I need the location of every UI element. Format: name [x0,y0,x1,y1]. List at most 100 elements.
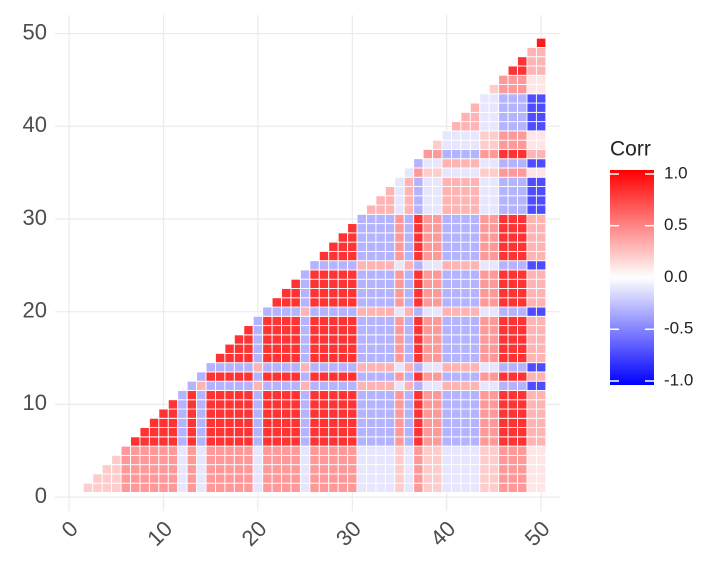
cell [413,390,424,401]
cell [215,482,226,493]
cell [422,195,434,206]
cell [366,297,377,308]
cell [148,454,160,466]
cell [356,269,367,280]
cell [328,371,339,382]
cell [526,65,537,76]
cell [196,408,207,419]
cell [130,436,141,447]
cell [233,343,245,354]
cell [488,464,500,475]
cell [356,288,367,299]
cell [337,232,349,243]
cell [488,306,500,317]
cell [101,482,113,493]
cell [290,390,301,401]
cell [526,454,537,466]
cell [441,334,452,345]
cell [309,399,320,410]
cell [328,399,339,410]
cell [384,380,396,391]
cell [290,417,301,429]
cell [384,399,396,410]
cell [413,362,424,373]
cell [158,436,169,447]
cell [366,241,377,252]
cell [347,306,358,317]
cell [92,482,103,493]
cell [526,84,537,95]
cell [441,362,452,373]
cell [498,464,509,475]
cell [432,362,443,373]
cell [366,213,377,225]
cell [469,204,481,215]
cell [375,288,386,299]
cell [252,454,264,466]
cell [469,297,481,308]
cell [460,371,471,382]
cell [526,158,537,169]
cell [271,343,282,354]
cell [441,167,452,178]
cell [186,408,198,419]
cell [205,390,216,401]
cell [479,464,490,475]
cell [290,362,301,373]
cell [498,343,509,354]
cell [450,399,462,410]
cell [488,223,500,234]
cell [507,297,518,308]
cell [498,241,509,252]
cell [450,260,462,271]
cell [148,445,160,456]
legend-tick-label: 1.0 [664,163,688,182]
cell [243,445,254,456]
cell [422,315,434,327]
cell [526,297,537,308]
cell [526,167,537,178]
cell [450,288,462,299]
cell [224,399,235,410]
cell [328,436,339,447]
cell [375,408,386,419]
cell [215,454,226,466]
cell [460,223,471,234]
cell [526,176,537,187]
cell [535,473,547,484]
cell [347,482,358,493]
cell [535,37,547,48]
cell [498,315,509,327]
cell [460,445,471,456]
cell [309,306,320,317]
cell [356,352,367,364]
cell [366,436,377,447]
cell [432,436,443,447]
cell [422,269,434,280]
cell [460,325,471,336]
cell [366,352,377,364]
cell [177,473,188,484]
cell [507,325,518,336]
cell [356,371,367,382]
cell [281,464,292,475]
cell [479,278,490,289]
cell [535,93,547,104]
cell [403,408,415,419]
cell [460,278,471,289]
cell [215,445,226,456]
cell [262,325,273,336]
cell [488,213,500,225]
cell [347,343,358,354]
cell [215,417,226,429]
cell [517,93,528,104]
cell [347,232,358,243]
cell [375,371,386,382]
cell [422,148,434,160]
cell [535,102,547,113]
cell [507,93,518,104]
cell [526,306,537,317]
cell [450,223,462,234]
cell [469,436,481,447]
cell [186,399,198,410]
